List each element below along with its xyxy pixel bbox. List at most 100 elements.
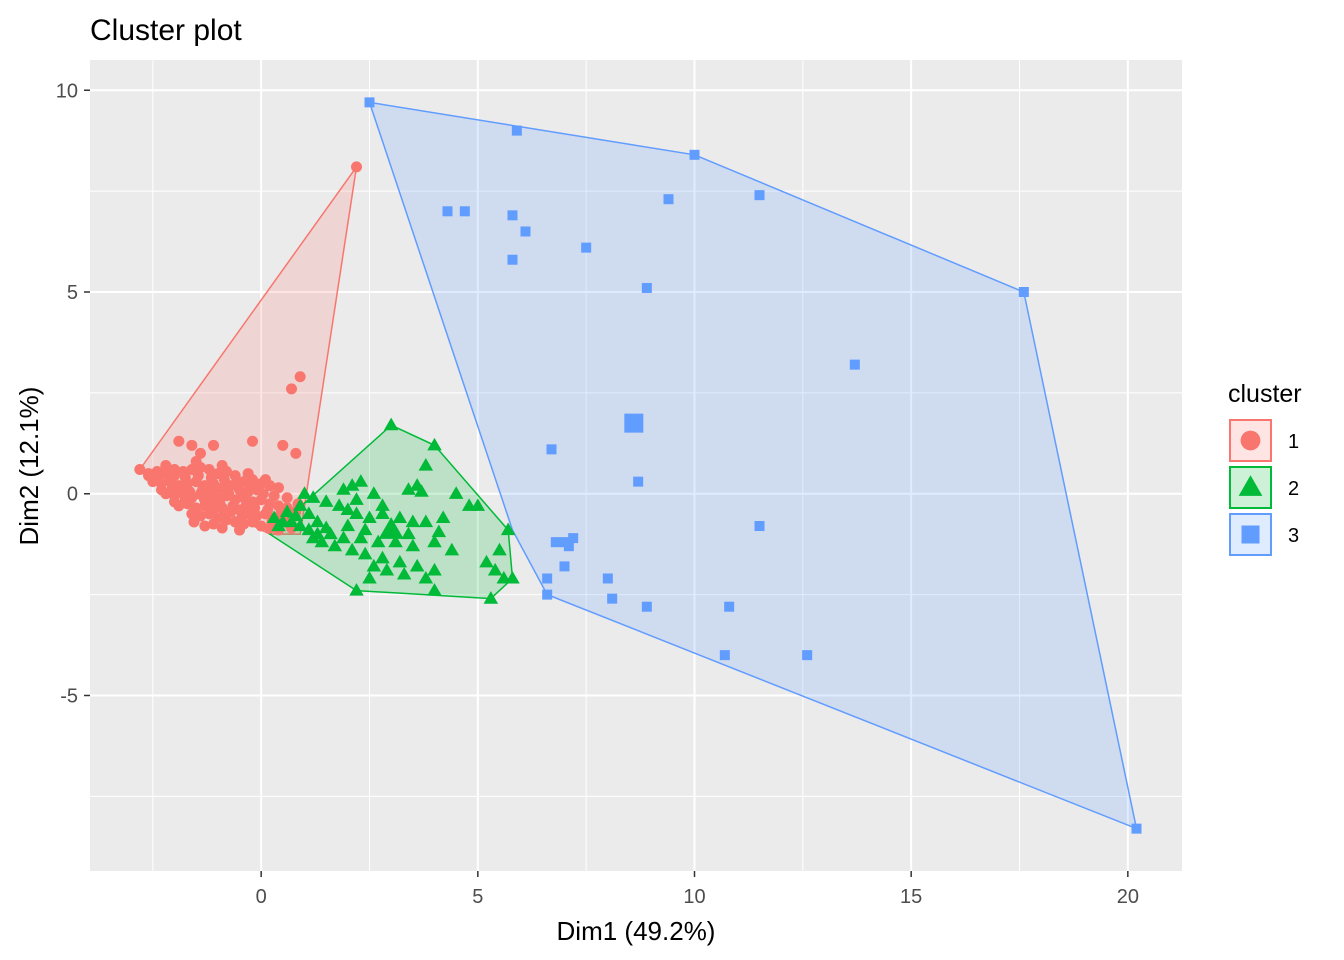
cluster-3-point [546,444,557,455]
legend-symbol-1 [1240,430,1261,451]
cluster-3-point [719,650,730,661]
cluster-1-point [186,439,198,451]
x-axis-ticks: 0 5 10 15 20 [256,871,1139,908]
cluster-1-point [281,492,293,504]
cluster-3-point [550,537,561,548]
cluster-1-point [184,486,196,498]
cluster-1-point [244,480,256,492]
cluster-2-point [427,583,442,596]
y-tick-label: 0 [67,484,78,506]
cluster-2-point [353,530,369,544]
cluster-3-point [633,476,644,487]
cluster-1-point [216,522,228,534]
cluster-1-point [218,474,230,486]
cluster-3-point [520,226,531,237]
cluster-2-point [487,562,503,576]
cluster-3-point [459,206,470,217]
cluster-2-point [297,486,312,499]
x-tick-label: 15 [900,886,922,908]
cluster-2-point [344,542,360,556]
cluster-1-point [166,482,178,494]
cluster-2-point [401,526,416,540]
cluster-1-point [277,439,289,451]
legend-symbol-3 [1241,525,1260,544]
cluster-2-point [370,534,386,548]
cluster-2-point [366,486,382,499]
cluster-2-point [305,490,321,503]
cluster-1-point [294,371,306,383]
cluster-2-point [448,486,464,499]
cluster-1-point [255,520,267,532]
cluster-3-point [641,282,652,293]
cluster-1-point [151,472,163,484]
cluster-3-point [364,97,375,108]
cluster-1-point [249,502,261,514]
cluster-2-point [336,530,351,544]
cluster-2-point [331,498,347,511]
cluster-3-point [663,194,674,205]
cluster-2-point [336,482,351,495]
cluster-2-point [375,550,390,564]
cluster-2-point [301,506,317,519]
cluster-3-point [754,190,765,201]
cluster-2-point [357,522,373,536]
cluster-1-center [198,487,220,509]
cluster-2-point [318,494,334,507]
cluster-1-point [216,460,228,471]
cluster-1-point [190,455,202,467]
cluster-3-point [563,541,574,552]
cluster-1-point [169,470,180,482]
cluster-3-point [1018,287,1029,298]
cluster-2-point [435,510,451,524]
cluster-1-point [236,512,248,524]
cluster-1-point [242,468,254,480]
x-tick-label: 5 [472,886,483,908]
cluster-1-point [227,500,239,512]
cluster-3-point [849,359,860,370]
cluster-2-point [418,514,434,528]
cluster-2-point [288,508,304,522]
cluster-2-point [405,514,421,528]
cluster-1-point [236,490,248,502]
cluster-2-point [375,506,390,519]
plot-panel [90,60,1182,871]
legend-title: cluster [1228,380,1302,408]
cluster-1-point [268,490,280,502]
cluster-2-point [349,583,364,596]
cluster-2-point [353,474,369,487]
cluster-3-point [689,149,700,160]
cluster-2-point [327,538,343,552]
cluster-2-point [366,558,382,572]
cluster-3-point [602,573,613,584]
cluster-1-point [195,447,206,459]
cluster-1-point [208,518,219,530]
cluster-1-point [134,464,146,476]
cluster-2-point [409,558,425,572]
cluster-2-point [379,562,395,576]
cluster-2-point [383,417,399,431]
cluster-3-point [542,589,553,600]
x-tick-label: 0 [256,886,267,908]
cluster-3-point [442,206,453,217]
cluster-2-point [271,518,286,532]
cluster-1-point [205,472,217,484]
cluster-1-point [231,476,243,488]
cluster-3-point [507,210,518,221]
legend: cluster 1 2 3 [1228,380,1302,556]
cluster-3-point [802,650,813,661]
cluster-2-point [292,498,308,511]
cluster-3-point [724,601,735,612]
x-axis-title: Dim1 (49.2%) [557,916,716,946]
cluster-2-point [505,570,520,584]
cluster-2-point [427,437,442,451]
y-axis-title: Dim2 (12.1%) [14,387,44,546]
cluster-1-point [179,472,191,484]
cluster-2-point [362,510,377,524]
legend-symbol-2 [1238,475,1263,496]
cluster-1-point [156,484,167,496]
cluster-2-point [427,562,442,576]
cluster-2-point [418,570,434,584]
cluster-3-point [568,533,579,544]
cluster-2-point [483,591,499,604]
legend-label-2: 2 [1288,478,1299,500]
